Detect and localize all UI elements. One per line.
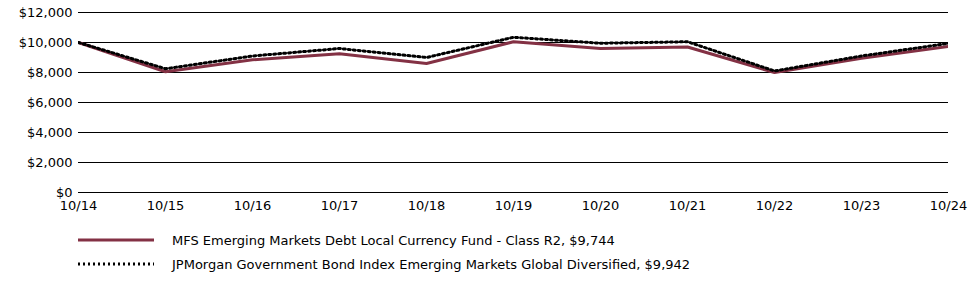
svg-text:10/22: 10/22: [756, 198, 793, 213]
svg-text:$0: $0: [56, 184, 73, 200]
svg-text:10/19: 10/19: [495, 198, 532, 213]
svg-text:10/24: 10/24: [930, 198, 967, 213]
svg-text:10/17: 10/17: [321, 198, 358, 213]
html-text:MFS Emerging Markets Debt Loca: MFS Emerging Markets Debt Local Currency…: [172, 232, 615, 248]
svg-text:$4,000: $4,000: [27, 125, 73, 140]
svg-text:$2,000: $2,000: [27, 155, 73, 170]
svg-text:10/15: 10/15: [147, 198, 184, 213]
svg-text:10/18: 10/18: [408, 198, 445, 213]
svg-text:10/23: 10/23: [843, 198, 880, 213]
svg-text:10/14: 10/14: [60, 198, 97, 213]
svg-text:$6,000: $6,000: [27, 95, 73, 110]
svg-text:10/21: 10/21: [669, 198, 706, 213]
svg-text:$10,000: $10,000: [19, 35, 73, 50]
svg-text:10/20: 10/20: [582, 198, 619, 213]
svg-text:$12,000: $12,000: [19, 5, 73, 20]
html-text:JPMorgan Government Bond Index: JPMorgan Government Bond Index Emerging …: [172, 256, 691, 272]
svg-text:$8,000: $8,000: [27, 65, 73, 80]
svg-text:10/16: 10/16: [234, 198, 271, 213]
